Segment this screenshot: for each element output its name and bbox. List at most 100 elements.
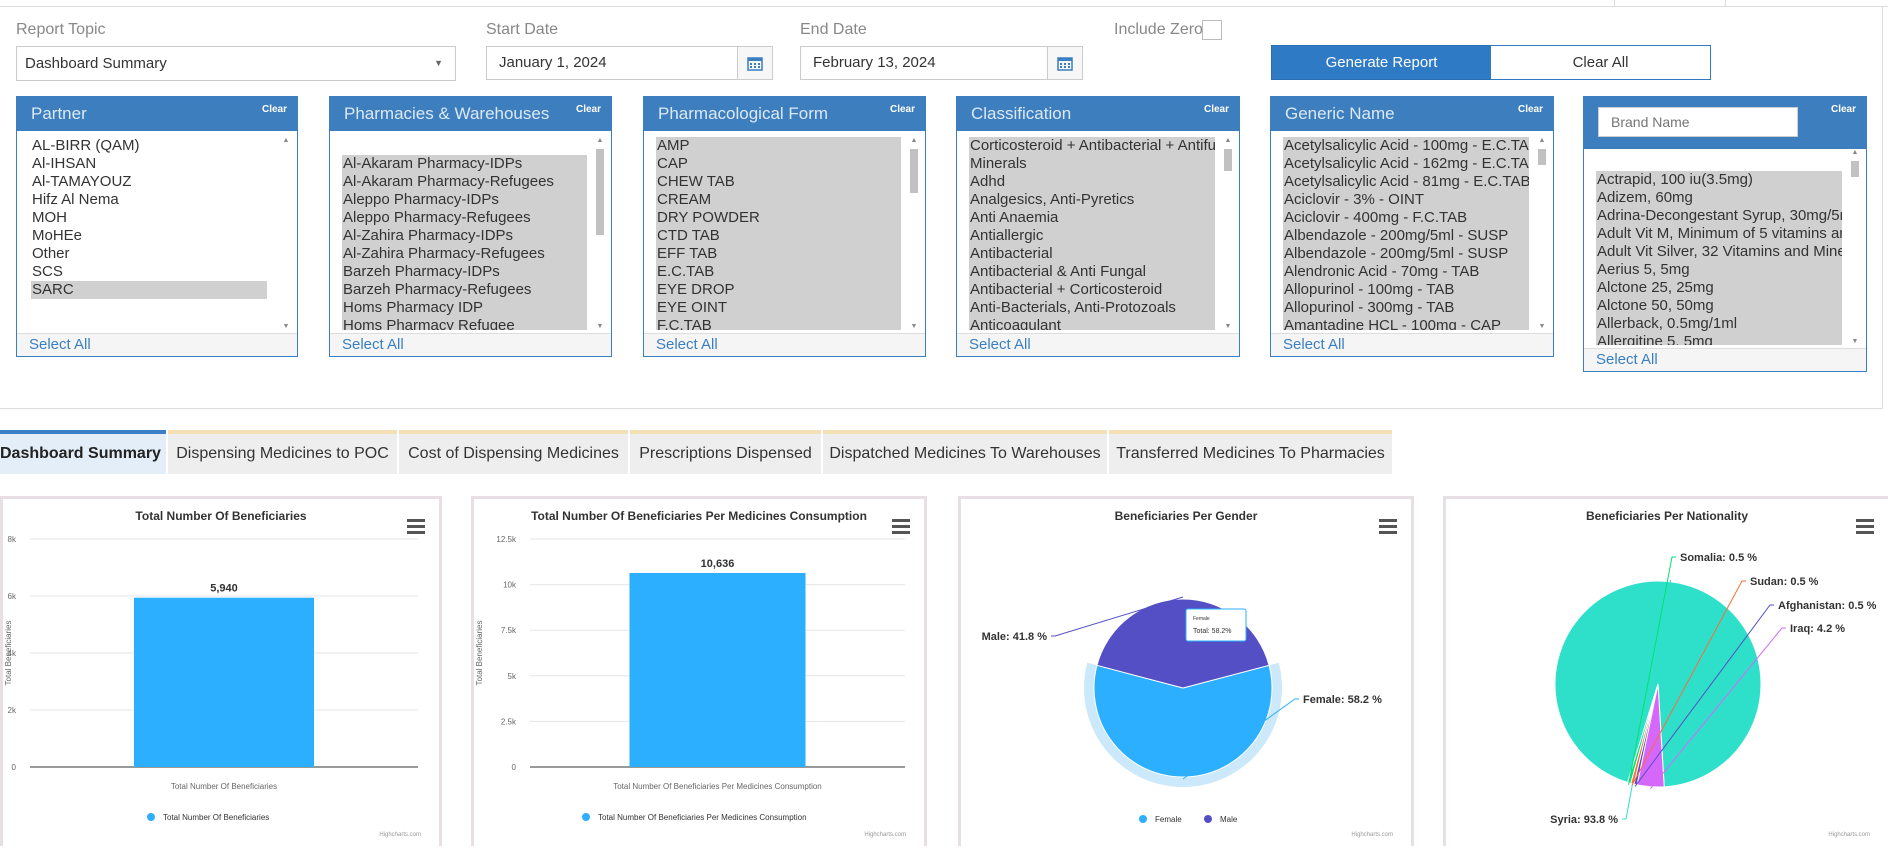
list-item[interactable]: Analgesics, Anti-Pyretics — [969, 191, 1215, 209]
list-item[interactable]: Minerals — [969, 155, 1215, 173]
list-item[interactable]: Alctone 50, 50mg — [1596, 297, 1842, 315]
classification-list[interactable]: Corticosteroid + Antibacterial + Antifun… — [969, 137, 1215, 330]
brand-name-search[interactable] — [1598, 107, 1798, 137]
list-item[interactable]: DRY POWDER — [656, 209, 901, 227]
scrollbar[interactable]: ▲ ▼ — [1851, 149, 1859, 345]
scrollbar[interactable]: ▲ ▼ — [282, 137, 290, 330]
list-item[interactable]: EYE DROP — [656, 281, 901, 299]
list-item[interactable]: Barzeh Pharmacy-Refugees — [342, 281, 587, 299]
list-item[interactable]: Al-Zahira Pharmacy-Refugees — [342, 245, 587, 263]
report-topic-select[interactable]: Dashboard Summary ▼ — [16, 46, 456, 81]
list-item[interactable]: Anticoagulant — [969, 317, 1215, 330]
list-item[interactable]: Aciclovir - 400mg - F.C.TAB — [1283, 209, 1529, 227]
scrollbar[interactable]: ▲ ▼ — [1224, 137, 1232, 330]
scrollbar[interactable]: ▲ ▼ — [596, 137, 604, 330]
list-item[interactable]: Allopurinol - 300mg - TAB — [1283, 299, 1529, 317]
list-item[interactable]: E.C.TAB — [656, 263, 901, 281]
pharmacies-list[interactable]: Al-Akaram Pharmacy-IDPs Al-Akaram Pharma… — [342, 155, 587, 330]
generate-report-button[interactable]: Generate Report — [1271, 45, 1492, 80]
list-item[interactable]: Adhd — [969, 173, 1215, 191]
list-item[interactable]: MOH — [32, 209, 67, 226]
list-item[interactable]: MoHEe — [32, 227, 83, 244]
hamburger-menu-icon[interactable] — [407, 519, 425, 537]
list-item[interactable]: Albendazole - 200mg/5ml - SUSP — [1283, 245, 1529, 263]
list-item[interactable]: AMP — [656, 137, 901, 155]
list-item[interactable]: Anti Anaemia — [969, 209, 1215, 227]
list-item[interactable]: Other — [32, 245, 70, 262]
tab-prescriptions-dispensed[interactable]: Prescriptions Dispensed — [630, 430, 821, 474]
list-item[interactable]: Adult Vit Silver, 32 Vitamins and Minera… — [1596, 243, 1842, 261]
list-item[interactable]: Anti-Bacterials, Anti-Protozoals — [969, 299, 1215, 317]
list-item[interactable]: Antibacterial — [969, 245, 1215, 263]
list-item[interactable]: Allerback, 0.5mg/1ml — [1596, 315, 1842, 333]
list-item[interactable]: Allergitine 5, 5mg — [1596, 333, 1842, 345]
list-item[interactable]: Adizem, 60mg — [1596, 189, 1842, 207]
list-item[interactable]: Adult Vit M, Minimum of 5 vitamins and — [1596, 225, 1842, 243]
list-item[interactable]: Alctone 25, 25mg — [1596, 279, 1842, 297]
list-item[interactable]: Antibacterial & Anti Fungal — [969, 263, 1215, 281]
list-item[interactable]: Aerius 5, 5mg — [1596, 261, 1842, 279]
list-item[interactable]: Alendronic Acid - 70mg - TAB — [1283, 263, 1529, 281]
select-all-link[interactable]: Select All — [1584, 348, 1866, 371]
list-item[interactable]: Acetylsalicylic Acid - 81mg - E.C.TAB — [1283, 173, 1529, 191]
list-item[interactable]: EYE OINT — [656, 299, 901, 317]
list-item[interactable]: SCS — [32, 263, 63, 280]
list-item[interactable]: Homs Pharmacy Refugee — [342, 317, 587, 330]
list-item[interactable]: CTD TAB — [656, 227, 901, 245]
brand-name-list[interactable]: Actrapid, 100 iu(3.5mg) Adizem, 60mg Adr… — [1596, 171, 1842, 345]
clear-button[interactable]: Clear — [575, 104, 601, 115]
tab-dispensing-medicines-poc[interactable]: Dispensing Medicines to POC — [168, 430, 397, 474]
select-all-link[interactable]: Select All — [330, 333, 611, 356]
hamburger-menu-icon[interactable] — [1856, 519, 1874, 537]
clear-button[interactable]: Clear — [1830, 104, 1856, 115]
list-item[interactable]: Antiallergic — [969, 227, 1215, 245]
end-date-input[interactable]: February 13, 2024 — [800, 46, 1083, 80]
hamburger-menu-icon[interactable] — [892, 519, 910, 537]
clear-button[interactable]: Clear — [1517, 104, 1543, 115]
scrollbar[interactable]: ▲ ▼ — [1538, 137, 1546, 330]
start-date-input[interactable]: January 1, 2024 — [486, 46, 773, 80]
tab-cost-of-dispensing[interactable]: Cost of Dispensing Medicines — [399, 430, 628, 474]
list-item[interactable]: Al-Akaram Pharmacy-IDPs — [342, 155, 587, 173]
list-item[interactable]: Al-IHSAN — [32, 155, 97, 172]
list-item[interactable]: Hifz Al Nema — [32, 191, 119, 208]
select-all-link[interactable]: Select All — [644, 333, 925, 356]
list-item[interactable]: Adrina-Decongestant Syrup, 30mg/5ml — [1596, 207, 1842, 225]
list-item[interactable]: Al-Zahira Pharmacy-IDPs — [342, 227, 587, 245]
select-all-link[interactable]: Select All — [957, 333, 1239, 356]
list-item[interactable]: Barzeh Pharmacy-IDPs — [342, 263, 587, 281]
list-item[interactable]: Amantadine HCL - 100mg - CAP — [1283, 317, 1529, 330]
list-item[interactable]: Corticosteroid + Antibacterial + Antifun… — [969, 137, 1215, 155]
list-item[interactable]: Homs Pharmacy IDP — [342, 299, 587, 317]
calendar-icon[interactable] — [737, 47, 772, 79]
hamburger-menu-icon[interactable] — [1379, 519, 1397, 537]
clear-button[interactable]: Clear — [261, 104, 287, 115]
include-zero-checkbox[interactable] — [1202, 20, 1222, 40]
scrollbar[interactable]: ▲ ▼ — [910, 137, 918, 330]
list-item[interactable]: CHEW TAB — [656, 173, 901, 191]
list-item[interactable]: Antibacterial + Corticosteroid — [969, 281, 1215, 299]
list-item[interactable]: Aciclovir - 3% - OINT — [1283, 191, 1529, 209]
tab-dispatched-medicines[interactable]: Dispatched Medicines To Warehouses — [823, 430, 1107, 474]
list-item[interactable]: Aleppo Pharmacy-Refugees — [342, 209, 587, 227]
select-all-link[interactable]: Select All — [1271, 333, 1553, 356]
list-item[interactable]: Allopurinol - 100mg - TAB — [1283, 281, 1529, 299]
tab-dashboard-summary[interactable]: Dashboard Summary — [0, 430, 166, 474]
generic-name-list[interactable]: Acetylsalicylic Acid - 100mg - E.C.TAB A… — [1283, 137, 1529, 330]
list-item[interactable]: F.C.TAB — [656, 317, 901, 330]
list-item[interactable]: Actrapid, 100 iu(3.5mg) — [1596, 171, 1842, 189]
list-item[interactable]: Acetylsalicylic Acid - 162mg - E.C.TAB — [1283, 155, 1529, 173]
form-list[interactable]: AMP CAP CHEW TAB CREAM DRY POWDER CTD TA… — [656, 137, 901, 330]
list-item[interactable]: Al-Akaram Pharmacy-Refugees — [342, 173, 587, 191]
clear-all-button[interactable]: Clear All — [1490, 45, 1711, 80]
list-item[interactable]: CAP — [656, 155, 901, 173]
tab-transferred-medicines[interactable]: Transferred Medicines To Pharmacies — [1109, 430, 1392, 474]
list-item[interactable]: EFF TAB — [656, 245, 901, 263]
list-item[interactable]: Albendazole - 200mg/5ml - SUSP — [1283, 227, 1529, 245]
list-item[interactable]: Aleppo Pharmacy-IDPs — [342, 191, 587, 209]
list-item[interactable]: Acetylsalicylic Acid - 100mg - E.C.TAB — [1283, 137, 1529, 155]
list-item[interactable]: AL-BIRR (QAM) — [32, 137, 140, 154]
clear-button[interactable]: Clear — [889, 104, 915, 115]
list-item[interactable]: CREAM — [656, 191, 901, 209]
list-item-selected[interactable]: SARC — [31, 281, 267, 299]
